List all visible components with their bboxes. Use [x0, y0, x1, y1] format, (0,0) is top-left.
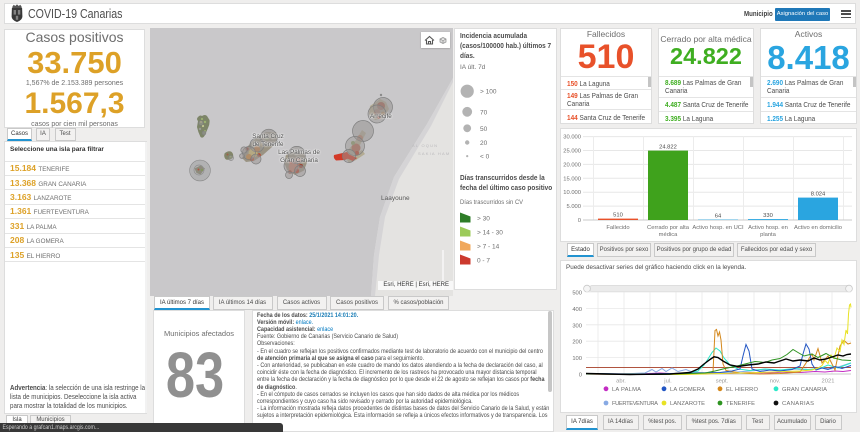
svg-text:sept.: sept. [716, 379, 729, 385]
svg-text:LA PALMA: LA PALMA [612, 387, 641, 393]
svg-text:50: 50 [480, 126, 488, 133]
svg-text:70: 70 [480, 109, 488, 116]
svg-text:> 7 - 14: > 7 - 14 [477, 244, 500, 251]
svg-text:30.000: 30.000 [563, 135, 581, 141]
svg-text:Activo en domicilio: Activo en domicilio [794, 225, 842, 231]
svg-text:> 14 - 30: > 14 - 30 [477, 230, 503, 237]
svg-text:médica: médica [659, 232, 678, 238]
svg-text:400: 400 [572, 307, 582, 313]
svg-text:Cerrado por alta: Cerrado por alta [647, 225, 690, 231]
svg-text:Activo hosp. en: Activo hosp. en [748, 225, 788, 231]
svg-text:500: 500 [572, 291, 582, 297]
svg-text:CANARIAS: CANARIAS [782, 401, 814, 407]
svg-text:EL HIERRO: EL HIERRO [726, 387, 758, 393]
svg-text:200: 200 [572, 340, 582, 346]
svg-text:< 0: < 0 [480, 154, 490, 161]
svg-text:8.024: 8.024 [811, 191, 826, 197]
svg-text:20.000: 20.000 [563, 162, 581, 168]
svg-text:15.000: 15.000 [563, 176, 581, 182]
svg-text:Activo hosp. en UCI: Activo hosp. en UCI [692, 225, 744, 231]
svg-text:20: 20 [480, 140, 488, 147]
svg-text:FUERTEVENTURA: FUERTEVENTURA [612, 401, 658, 407]
svg-text:10.000: 10.000 [563, 190, 581, 196]
svg-text:SAKIA HAM: SAKIA HAM [418, 151, 450, 156]
svg-text:abr.: abr. [616, 379, 626, 385]
svg-text:> 30: > 30 [477, 216, 490, 223]
svg-text:LANZAROTE: LANZAROTE [670, 401, 705, 407]
svg-text:300: 300 [572, 323, 582, 329]
svg-text:> 100: > 100 [480, 89, 497, 96]
svg-text:330: 330 [763, 213, 773, 219]
svg-text:0: 0 [579, 373, 582, 379]
svg-text:5.000: 5.000 [566, 204, 581, 210]
svg-text:nov.: nov. [770, 379, 781, 385]
svg-text:100: 100 [572, 356, 582, 362]
svg-text:GRAN CANARIA: GRAN CANARIA [782, 387, 827, 393]
svg-text:LA GOMERA: LA GOMERA [670, 387, 705, 393]
svg-text:0 - 7: 0 - 7 [477, 258, 490, 265]
svg-text:AL OQUN: AL OQUN [412, 143, 438, 148]
svg-text:planta: planta [760, 232, 777, 238]
svg-text:64: 64 [715, 213, 722, 219]
svg-text:2021: 2021 [822, 379, 835, 385]
svg-text:510: 510 [613, 212, 623, 218]
svg-text:TENERIFE: TENERIFE [726, 401, 755, 407]
svg-text:25.000: 25.000 [563, 149, 581, 155]
svg-text:Fallecido: Fallecido [606, 225, 629, 231]
svg-text:24.822: 24.822 [659, 144, 677, 150]
svg-text:0: 0 [578, 218, 581, 224]
svg-text:jul.: jul. [663, 379, 672, 385]
